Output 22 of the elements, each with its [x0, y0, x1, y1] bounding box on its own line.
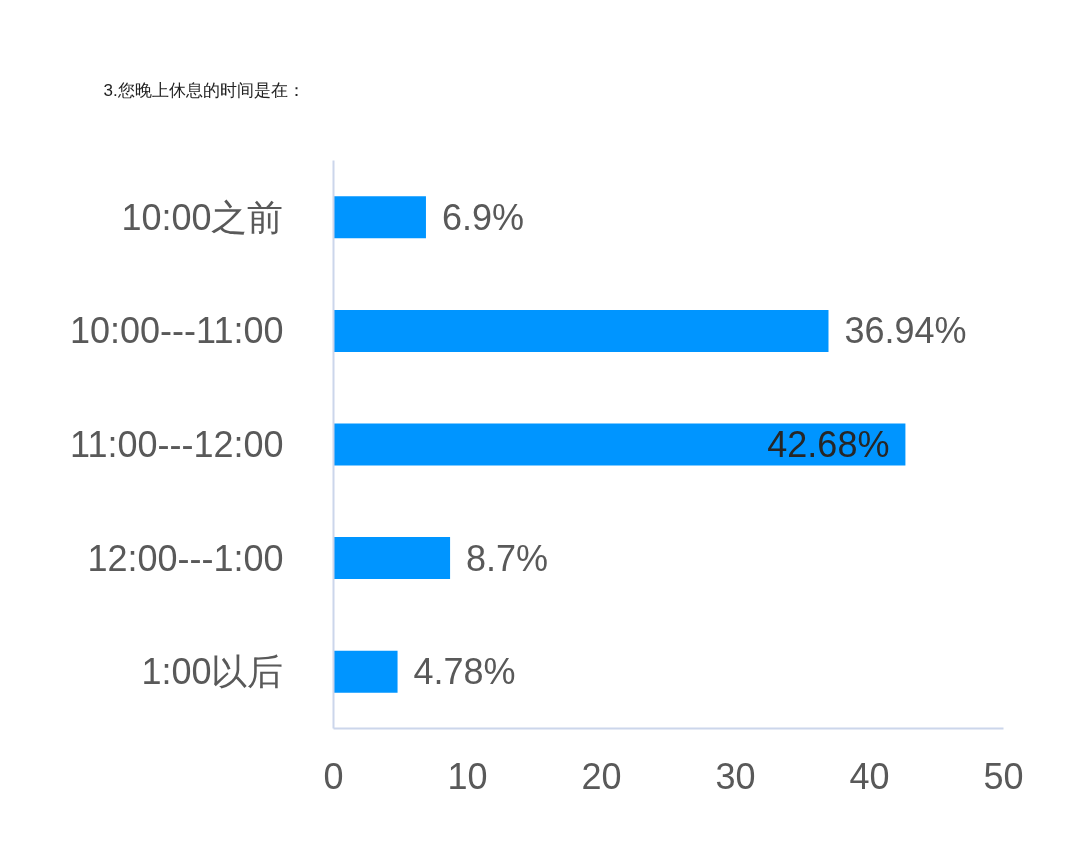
y-tick-label: 11:00---12:00	[70, 424, 284, 465]
bar	[333, 196, 426, 239]
y-tick-label: 10:00---11:00	[70, 310, 284, 352]
data-label: 6.9%	[441, 196, 525, 238]
x-tick-label: 50	[983, 755, 1024, 797]
bar	[333, 537, 451, 580]
data-label: 42.68%	[767, 424, 890, 465]
x-tick-label: 20	[581, 755, 622, 797]
y-tick-label: 1:00以后	[141, 651, 284, 693]
y-tick-label: 12:00---1:00	[87, 537, 284, 579]
bar	[333, 309, 829, 352]
data-label: 4.78%	[413, 651, 516, 693]
data-label: 36.94%	[844, 310, 967, 352]
y-tick-label: 10:00之前	[121, 196, 284, 238]
bar	[333, 650, 398, 693]
x-tick-label: 10	[447, 755, 488, 797]
x-tick-label: 30	[715, 755, 756, 797]
chart-title: 3.您晚上休息的时间是在：	[103, 80, 305, 100]
data-label: 8.7%	[466, 537, 549, 579]
x-tick-label: 40	[849, 755, 890, 797]
bar	[333, 423, 906, 466]
x-tick-label: 0	[323, 755, 344, 797]
